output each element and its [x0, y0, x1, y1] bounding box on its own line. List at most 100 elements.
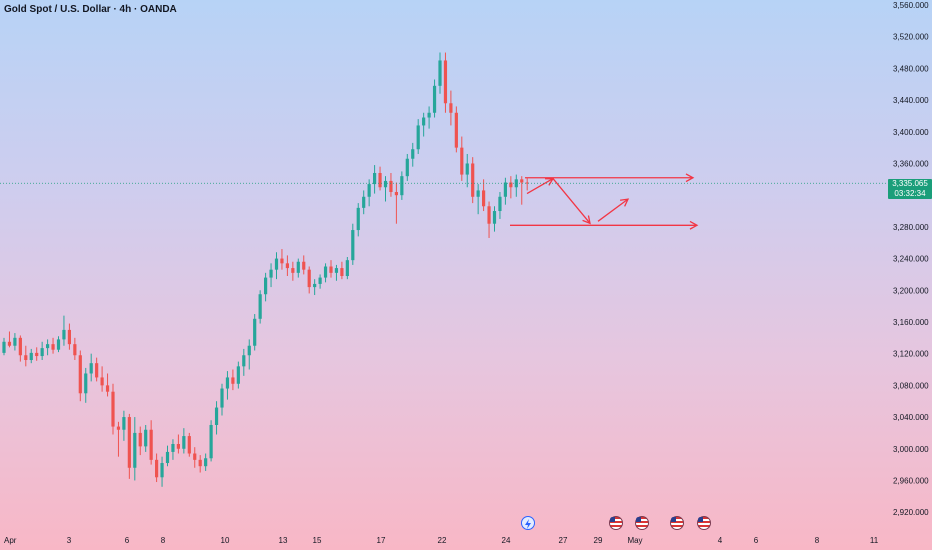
- projection-leg-1[interactable]: [526, 177, 554, 195]
- us-flag-event-icon[interactable]: [609, 516, 623, 530]
- candle: [449, 90, 453, 126]
- candle: [400, 171, 404, 200]
- candle: [29, 348, 33, 364]
- candle: [296, 258, 300, 278]
- y-tick-label: 3,160.000: [893, 318, 929, 327]
- candle: [133, 417, 137, 481]
- y-tick-label: 3,400.000: [893, 128, 929, 137]
- candle: [487, 201, 491, 238]
- candle: [127, 413, 131, 479]
- x-tick-label: 17: [377, 536, 386, 545]
- resistance-arrowhead: [685, 173, 695, 183]
- candle: [362, 190, 366, 215]
- candle: [95, 357, 99, 382]
- x-tick-label: 15: [313, 536, 322, 545]
- last-price-badge: 3,335.065 03:32:34: [888, 179, 932, 199]
- candle: [482, 179, 486, 212]
- candle: [236, 361, 240, 389]
- projection-leg-3[interactable]: [597, 198, 629, 222]
- candle: [422, 112, 426, 137]
- candle: [89, 353, 93, 382]
- candle: [432, 79, 437, 118]
- projection-leg-2[interactable]: [552, 178, 591, 224]
- candle: [291, 261, 295, 281]
- candle: [443, 52, 448, 113]
- candle: [318, 274, 322, 289]
- candle: [454, 106, 458, 153]
- candle: [24, 345, 28, 367]
- candle: [73, 337, 77, 361]
- y-tick-label: 2,960.000: [893, 476, 929, 485]
- us-flag-event-icon[interactable]: [697, 516, 711, 530]
- x-tick-label: 6: [125, 536, 130, 545]
- candle: [509, 176, 513, 199]
- candle: [182, 428, 186, 454]
- us-flag-event-icon[interactable]: [670, 516, 684, 530]
- chart-title: Gold Spot / U.S. Dollar · 4h · OANDA: [4, 4, 177, 15]
- candle: [2, 337, 6, 356]
- candle: [165, 445, 170, 467]
- candle: [13, 333, 17, 351]
- candle: [471, 157, 475, 204]
- x-tick-label: 3: [67, 536, 72, 545]
- candle: [105, 373, 110, 397]
- candle: [220, 383, 224, 416]
- candle: [258, 290, 262, 324]
- candle: [198, 455, 202, 473]
- price-axis: 3,560.000 3,520.000 3,480.000 3,440.000 3,40…: [893, 1, 929, 517]
- x-tick-label: 4: [718, 536, 723, 545]
- candle: [340, 261, 344, 280]
- candle: [138, 426, 142, 456]
- candle: [378, 166, 382, 191]
- candle: [214, 401, 219, 435]
- candle: [323, 263, 328, 283]
- candle: [503, 177, 507, 205]
- y-tick-label: 3,120.000: [893, 350, 929, 359]
- candle: [56, 336, 61, 353]
- x-tick-label: 29: [594, 536, 603, 545]
- candle: [438, 52, 442, 94]
- candle: [247, 339, 251, 370]
- x-tick-label: 8: [815, 536, 820, 545]
- candle: [329, 260, 333, 278]
- candle: [345, 256, 349, 280]
- lightning-event-icon[interactable]: [521, 516, 535, 530]
- us-flag-event-icon[interactable]: [635, 516, 649, 530]
- candle: [313, 279, 317, 296]
- candle: [209, 420, 213, 462]
- candle: [149, 420, 153, 465]
- x-tick-label: 6: [754, 536, 759, 545]
- candle: [274, 252, 279, 280]
- y-tick-label: 3,000.000: [893, 445, 929, 454]
- candles-layer: [0, 52, 888, 487]
- x-tick-label: 11: [870, 536, 879, 545]
- x-tick-label: May: [627, 536, 642, 545]
- x-tick-label: 22: [438, 536, 447, 545]
- candle: [176, 434, 180, 454]
- y-tick-label: 3,080.000: [893, 381, 929, 390]
- x-tick-label: Apr: [4, 536, 17, 545]
- drawings-layer: [510, 173, 699, 230]
- y-tick-label: 3,440.000: [893, 96, 929, 105]
- candle: [155, 453, 159, 483]
- candle: [476, 184, 480, 215]
- candle: [302, 255, 306, 275]
- x-tick-label: 24: [502, 536, 511, 545]
- candle: [427, 106, 431, 129]
- x-tick-label: 8: [161, 536, 166, 545]
- candle: [525, 177, 529, 191]
- candle: [231, 369, 235, 391]
- candle: [253, 314, 257, 351]
- y-tick-label: 2,920.000: [893, 508, 929, 517]
- candle: [405, 153, 409, 181]
- y-tick-label: 3,520.000: [893, 33, 929, 42]
- candle: [204, 453, 208, 471]
- last-price-value: 3,335.065: [892, 179, 928, 188]
- candle: [269, 263, 273, 288]
- candle: [171, 439, 175, 460]
- projection-arrowhead-3: [619, 198, 630, 207]
- candle: [280, 249, 284, 270]
- candle: [225, 371, 230, 400]
